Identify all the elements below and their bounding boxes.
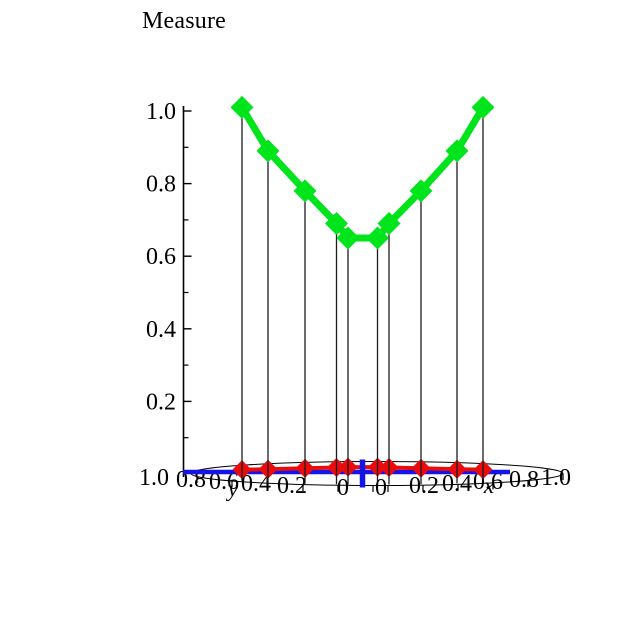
plot-title: Measure [142, 8, 227, 34]
green-series-marker [230, 95, 254, 119]
z-axis-tick-label: 0.8 [146, 172, 176, 198]
y-axis-tick-label: 1.0 [139, 465, 169, 491]
green-series-marker [409, 179, 433, 203]
y-axis-tick-label: 0 [337, 475, 349, 501]
z-axis-tick-label: 1.0 [146, 99, 176, 125]
z-axis-tick-label: 0.6 [146, 244, 176, 270]
x-axis-tick-label: 0.8 [509, 467, 539, 493]
x-axis-letter: x [483, 473, 495, 498]
green-series-marker [366, 226, 389, 250]
z-axis-tick-label: 0.2 [146, 389, 176, 415]
green-series-marker [336, 226, 360, 250]
y-axis-letter: y [226, 476, 239, 501]
green-series-marker [471, 95, 495, 119]
x-axis-tick-label: 0.2 [409, 473, 439, 499]
green-series-marker [377, 212, 401, 236]
green-series-marker [325, 212, 348, 236]
z-axis-tick-label: 0.4 [146, 317, 176, 343]
green-series-marker [445, 139, 469, 163]
x-axis-tick-label: 1.0 [541, 465, 571, 491]
y-axis-tick-label: 0.2 [277, 473, 307, 499]
green-series-marker [256, 139, 280, 163]
x-axis-tick-label: 0 [375, 475, 387, 501]
green-series-line [238, 103, 487, 242]
green-series-marker [293, 179, 317, 203]
